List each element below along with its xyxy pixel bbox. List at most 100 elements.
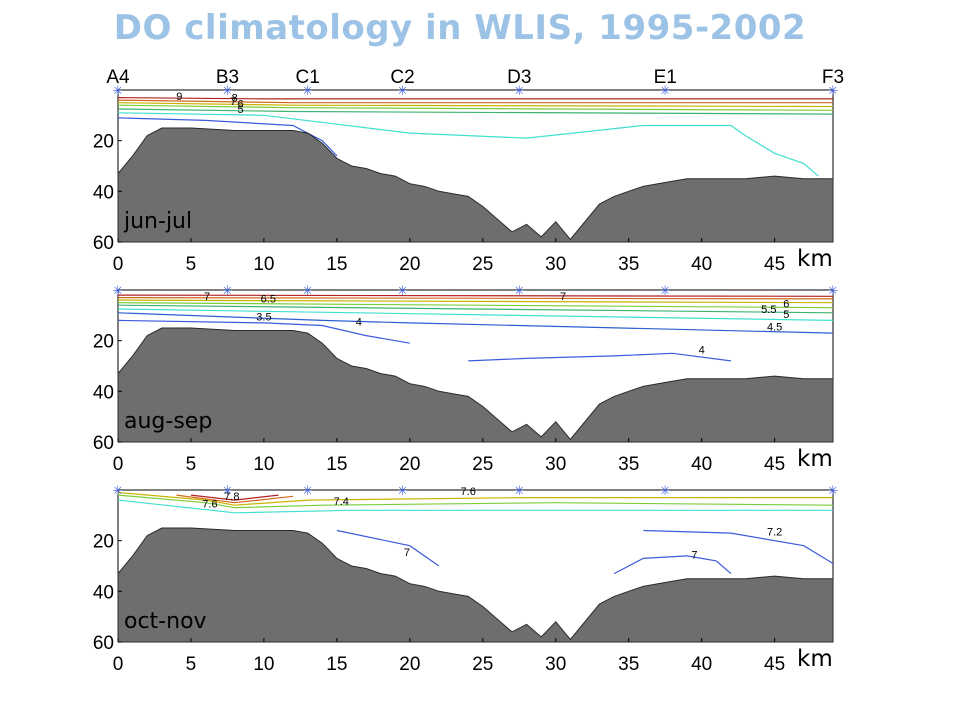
station-labels: A4 B3 C1 C2 D3 E1 F3 bbox=[106, 67, 844, 88]
station-label-e1: E1 bbox=[654, 67, 677, 88]
x-tick-label: 25 bbox=[472, 454, 493, 475]
season-label: oct-nov bbox=[124, 609, 207, 634]
contour-line bbox=[117, 117, 338, 157]
station-marker-c2: ✳ bbox=[397, 284, 408, 299]
contour-line bbox=[643, 529, 834, 565]
contour-line bbox=[117, 491, 833, 506]
station-label-c1: C1 bbox=[296, 67, 320, 88]
contour-line bbox=[117, 299, 834, 304]
contour-label: 7 bbox=[560, 291, 566, 303]
y-tick-label: 60 bbox=[93, 433, 114, 454]
contour-label: 7.8 bbox=[224, 491, 239, 503]
x-tick-label: 0 bbox=[113, 654, 124, 675]
contour-label: 3.5 bbox=[256, 311, 271, 323]
x-tick-label: 10 bbox=[253, 454, 274, 475]
x-tick-label: 15 bbox=[326, 454, 347, 475]
station-label-a4: A4 bbox=[106, 67, 130, 88]
x-tick-label: 40 bbox=[691, 454, 712, 475]
y-tick-label: 40 bbox=[93, 382, 114, 403]
contour-line bbox=[117, 494, 834, 509]
station-marker-e1: ✳ bbox=[660, 284, 671, 299]
station-marker-f3: ✳ bbox=[828, 484, 839, 499]
x-tick-label: 15 bbox=[326, 654, 347, 675]
station-label-b3: B3 bbox=[216, 67, 239, 88]
x-tick-label: 35 bbox=[618, 254, 639, 275]
contour-label: 7 bbox=[404, 547, 410, 559]
x-tick-label: 5 bbox=[186, 254, 197, 275]
contour-line bbox=[117, 99, 833, 104]
y-tick-label: 40 bbox=[93, 182, 114, 203]
x-tick-label: 5 bbox=[186, 454, 197, 475]
x-tick-label: 30 bbox=[545, 454, 566, 475]
x-tick-label: 20 bbox=[399, 254, 420, 275]
contour-label: 6.5 bbox=[261, 294, 276, 306]
station-marker-f3: ✳ bbox=[828, 284, 839, 299]
station-marker-c2: ✳ bbox=[397, 84, 408, 99]
x-tick-label: 15 bbox=[326, 254, 347, 275]
y-tick-label: 60 bbox=[93, 233, 114, 254]
x-tick-label: 45 bbox=[764, 254, 785, 275]
contour-label: 9 bbox=[176, 91, 182, 103]
station-marker-c1: ✳ bbox=[302, 484, 313, 499]
contour-line bbox=[117, 297, 834, 300]
x-tick-label: 40 bbox=[691, 654, 712, 675]
station-marker-a4: ✳ bbox=[113, 284, 124, 299]
contour-label: 7 bbox=[230, 96, 236, 108]
contour-line bbox=[468, 352, 731, 362]
bathymetry bbox=[117, 527, 834, 643]
contour-label: 6 bbox=[238, 99, 244, 111]
station-marker-d3: ✳ bbox=[514, 84, 525, 99]
contour-label: 5 bbox=[238, 104, 244, 116]
station-marker-e1: ✳ bbox=[660, 84, 671, 99]
x-tick-label: 0 bbox=[113, 454, 124, 475]
station-marker-a4: ✳ bbox=[113, 84, 124, 99]
season-label: aug-sep bbox=[124, 409, 212, 434]
contour-label: 7 bbox=[691, 549, 697, 561]
contour-label: 5 bbox=[783, 309, 789, 321]
contour-line bbox=[117, 108, 834, 115]
contour-label: 4 bbox=[356, 316, 362, 328]
x-unit-label: km bbox=[797, 646, 833, 672]
station-marker-b3: ✳ bbox=[222, 484, 233, 499]
contour-line bbox=[117, 302, 834, 309]
contour-line bbox=[117, 97, 833, 100]
x-tick-label: 35 bbox=[618, 654, 639, 675]
x-tick-label: 10 bbox=[253, 254, 274, 275]
contour-panels: ✳ ✳ ✳ ✳ ✳ ✳ ✳9 87 650 5 10 15 20 25 30 35 40 45204060jun-… bbox=[93, 84, 839, 675]
x-unit-label: km bbox=[797, 446, 833, 472]
x-tick-label: 20 bbox=[399, 454, 420, 475]
contour-line bbox=[176, 494, 294, 504]
station-label-d3: D3 bbox=[507, 67, 531, 88]
x-tick-label: 35 bbox=[618, 454, 639, 475]
contour-label: 4.5 bbox=[767, 322, 782, 334]
y-tick-label: 20 bbox=[93, 332, 114, 353]
x-tick-label: 25 bbox=[472, 254, 493, 275]
contour-label: 4 bbox=[699, 344, 705, 356]
contour-line bbox=[117, 312, 834, 334]
contour-line bbox=[336, 529, 440, 567]
y-tick-label: 20 bbox=[93, 532, 114, 553]
y-tick-label: 60 bbox=[93, 633, 114, 654]
contour-line bbox=[117, 294, 834, 297]
contour-label: 7.4 bbox=[334, 496, 349, 508]
x-tick-label: 5 bbox=[186, 654, 197, 675]
station-label-f3: F3 bbox=[822, 67, 844, 88]
x-tick-label: 0 bbox=[113, 254, 124, 275]
season-label: jun-jul bbox=[123, 209, 192, 234]
contour-label: 7 bbox=[204, 291, 210, 303]
x-tick-label: 10 bbox=[253, 654, 274, 675]
x-tick-label: 25 bbox=[472, 654, 493, 675]
contour-line bbox=[117, 308, 834, 321]
station-marker-f3: ✳ bbox=[828, 84, 839, 99]
contour-line bbox=[190, 494, 279, 501]
contour-line bbox=[117, 319, 410, 344]
chart-title: DO climatology in WLIS, 1995-2002 bbox=[113, 8, 807, 48]
contour-label: 7.6 bbox=[461, 486, 476, 498]
y-tick-label: 40 bbox=[93, 582, 114, 603]
station-marker-c1: ✳ bbox=[302, 84, 313, 99]
contour-label: 7.2 bbox=[767, 527, 782, 539]
x-tick-label: 40 bbox=[691, 254, 712, 275]
contour-label: 5.5 bbox=[761, 304, 776, 316]
